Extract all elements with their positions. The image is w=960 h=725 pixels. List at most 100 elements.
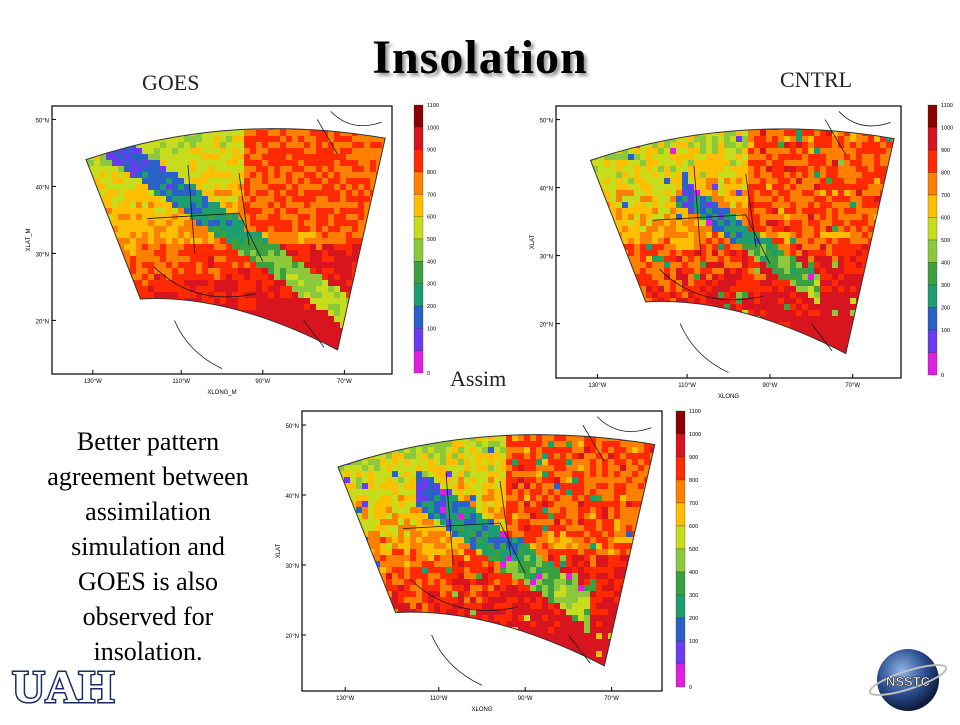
colorbar-swatch [676, 549, 685, 572]
colorbar-tick-label: 600 [427, 215, 436, 221]
colorbar-swatch [414, 150, 423, 172]
colorbar-tick-label: 500 [427, 237, 436, 243]
colorbar-swatch [928, 240, 937, 263]
colorbar-swatch [928, 195, 937, 218]
colorbar-tick-label: 800 [427, 170, 436, 176]
lat-tick-label: 20°N [36, 319, 49, 325]
description-text: Better pattern agreement between assimil… [42, 424, 254, 669]
nsstc-logo: NSSTC [868, 645, 950, 715]
lat-tick-label: 50°N [36, 118, 49, 124]
lat-tick-label: 30°N [540, 255, 553, 261]
lon-tick-label: 110°W [678, 383, 696, 389]
x-axis-label: XLONG_M [207, 390, 236, 396]
colorbar-swatch [676, 503, 685, 526]
colorbar-tick-label: 900 [941, 148, 950, 154]
colorbar-tick-label: 0 [689, 685, 692, 691]
assim-panel-label: Assim [450, 366, 506, 392]
colorbar-tick-label: 900 [689, 455, 698, 461]
colorbar-swatch [928, 263, 937, 286]
lon-tick-label: 110°W [172, 379, 190, 385]
colorbar-tick-label: 500 [941, 238, 950, 244]
colorbar-swatch [676, 526, 685, 549]
colorbar-tick-label: 700 [689, 501, 698, 507]
lon-tick-label: 130°W [336, 696, 354, 702]
lat-tick-label: 20°N [286, 634, 299, 640]
colorbar-swatch [676, 572, 685, 595]
colorbar-tick-label: 1000 [689, 432, 701, 438]
colorbar-swatch [676, 411, 685, 434]
y-axis-label: XLAT [530, 234, 536, 249]
lat-tick-label: 30°N [286, 564, 299, 570]
colorbar-tick-label: 1000 [941, 126, 953, 132]
colorbar-tick-label: 100 [689, 639, 698, 645]
lat-tick-label: 30°N [36, 252, 49, 258]
colorbar-swatch [928, 128, 937, 151]
colorbar-tick-label: 0 [941, 373, 944, 379]
colorbar-swatch [676, 595, 685, 618]
colorbar-swatch [928, 105, 937, 128]
colorbar-tick-label: 300 [427, 282, 436, 288]
colorbar-tick-label: 400 [689, 570, 698, 576]
colorbar-swatch [928, 150, 937, 173]
lon-tick-label: 70°W [337, 379, 352, 385]
colorbar-tick-label: 100 [427, 326, 436, 332]
y-axis-label: XLAT [276, 543, 282, 558]
colorbar-swatch [928, 173, 937, 196]
colorbar-swatch [414, 328, 423, 350]
colorbar-swatch [414, 217, 423, 239]
colorbar-swatch [928, 218, 937, 241]
colorbar-tick-label: 500 [689, 547, 698, 553]
lon-tick-label: 110°W [430, 696, 448, 702]
colorbar-swatch [928, 285, 937, 308]
colorbar-swatch [676, 434, 685, 457]
colorbar-swatch [414, 239, 423, 261]
colorbar-swatch [676, 480, 685, 503]
colorbar-swatch [928, 308, 937, 331]
colorbar-swatch [676, 618, 685, 641]
colorbar-tick-label: 1000 [427, 125, 439, 131]
lon-tick-label: 130°W [588, 383, 606, 389]
cntrl-panel-label: CNTRL [780, 67, 852, 93]
colorbar-tick-label: 800 [689, 478, 698, 484]
colorbar-swatch [676, 641, 685, 664]
colorbar-tick-label: 1100 [427, 103, 439, 109]
colorbar-tick-label: 700 [941, 193, 950, 199]
colorbar-swatch [414, 284, 423, 306]
lat-tick-label: 50°N [286, 424, 299, 430]
colorbar-tick-label: 200 [427, 304, 436, 310]
lon-tick-label: 70°W [604, 696, 619, 702]
colorbar-swatch [928, 353, 937, 376]
colorbar-tick-label: 600 [941, 216, 950, 222]
lon-tick-label: 130°W [84, 379, 102, 385]
colorbar-tick-label: 600 [689, 524, 698, 530]
x-axis-label: XLONG [718, 394, 739, 400]
lat-tick-label: 40°N [36, 185, 49, 191]
colorbar-tick-label: 0 [427, 371, 430, 377]
colorbar-swatch [414, 105, 423, 127]
lat-tick-label: 20°N [540, 323, 553, 329]
colorbar-swatch [414, 351, 423, 373]
lat-tick-label: 40°N [540, 187, 553, 193]
colorbar-tick-label: 400 [941, 261, 950, 267]
uah-logo: UAH [8, 650, 128, 720]
colorbar-tick-label: 100 [941, 328, 950, 334]
colorbar-tick-label: 1100 [689, 409, 701, 415]
colorbar-swatch [414, 127, 423, 149]
colorbar-tick-label: 900 [427, 148, 436, 154]
colorbar-swatch [676, 457, 685, 480]
x-axis-label: XLONG [471, 707, 492, 713]
colorbar-tick-label: 1100 [941, 103, 953, 109]
y-axis-label: XLAT_M [26, 229, 32, 252]
colorbar-tick-label: 400 [427, 259, 436, 265]
colorbar-tick-label: 200 [941, 306, 950, 312]
colorbar-swatch [414, 172, 423, 194]
